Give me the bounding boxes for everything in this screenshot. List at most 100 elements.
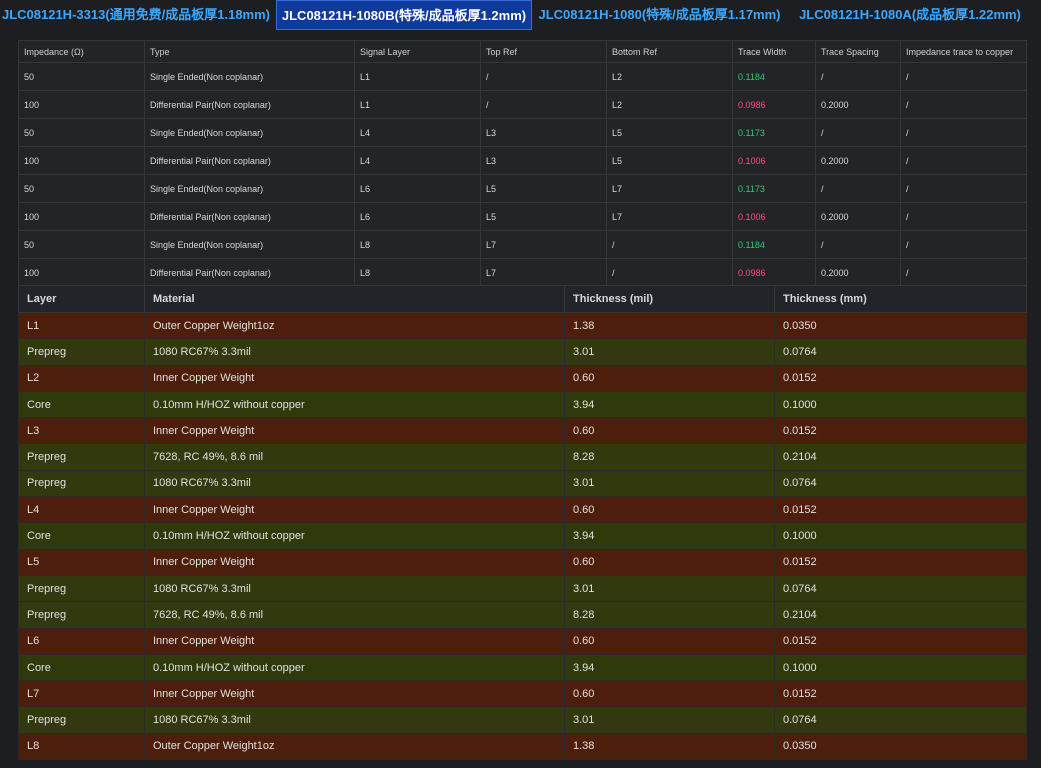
table-cell: L1 bbox=[354, 90, 481, 119]
table-cell: / bbox=[900, 258, 1027, 287]
table-row: L2 Inner Copper Weight 0.60 0.0152 bbox=[18, 364, 1027, 392]
table-cell: L3 bbox=[18, 417, 145, 445]
table-cell: / bbox=[815, 230, 901, 259]
table-cell: 0.0350 bbox=[774, 732, 1027, 761]
table-cell: L7 bbox=[480, 230, 607, 259]
table-cell: 100 bbox=[18, 146, 145, 175]
table-cell: / bbox=[900, 118, 1027, 147]
table-cell: 7628, RC 49%, 8.6 mil bbox=[144, 443, 565, 471]
tab[interactable]: JLC08121H-1080(特殊/成品板厚1.17mm) bbox=[538, 7, 781, 22]
table-row: L4 Inner Copper Weight 0.60 0.0152 bbox=[18, 496, 1027, 524]
column-header: Thickness (mm) bbox=[774, 285, 1027, 313]
table-cell: Single Ended(Non coplanar) bbox=[144, 62, 355, 91]
table-cell: L3 bbox=[480, 146, 607, 175]
table-cell: 0.0152 bbox=[774, 496, 1027, 524]
tab[interactable]: JLC08121H-3313(通用免费/成品板厚1.18mm) bbox=[1, 7, 271, 22]
column-header: Thickness (mil) bbox=[564, 285, 775, 313]
table-cell: 0.60 bbox=[564, 548, 775, 576]
table-cell: Inner Copper Weight bbox=[144, 417, 565, 445]
table-cell: Inner Copper Weight bbox=[144, 364, 565, 392]
tab[interactable]: JLC08121H-1080A(成品板厚1.22mm) bbox=[799, 7, 1021, 22]
table-cell: 0.0350 bbox=[774, 311, 1027, 340]
table-row: 100 Differential Pair(Non coplanar) L8 L7/0… bbox=[18, 258, 1027, 287]
table-cell: L5 bbox=[480, 174, 607, 203]
table-row: Core 0.10mm H/HOZ without copper 3.94 0.100… bbox=[18, 522, 1027, 550]
table-cell: Prepreg bbox=[18, 706, 145, 734]
table-cell: 0.10mm H/HOZ without copper bbox=[144, 653, 565, 682]
table-cell: 100 bbox=[18, 258, 145, 287]
table-cell: Differential Pair(Non coplanar) bbox=[144, 146, 355, 175]
table-cell: 0.60 bbox=[564, 364, 775, 392]
table-cell: 0.10mm H/HOZ without copper bbox=[144, 522, 565, 550]
table-row: 100 Differential Pair(Non coplanar) L6 L5 L7… bbox=[18, 202, 1027, 231]
table-cell: 3.01 bbox=[564, 706, 775, 734]
column-header: Signal Layer bbox=[354, 40, 481, 63]
table-cell: Prepreg bbox=[18, 443, 145, 471]
tab-bar: JLC08121H-3313(通用免费/成品板厚1.18mm) JLC08121H… bbox=[0, 0, 1041, 30]
column-header: Bottom Ref bbox=[606, 40, 733, 63]
table-cell: 3.01 bbox=[564, 338, 775, 366]
column-header: Layer bbox=[18, 285, 145, 313]
table-cell: 1.38 bbox=[564, 732, 775, 761]
table-cell: L7 bbox=[606, 202, 733, 231]
table-cell: Single Ended(Non coplanar) bbox=[144, 118, 355, 147]
table-cell: 0.10mm H/HOZ without copper bbox=[144, 390, 565, 419]
table-cell: / bbox=[815, 118, 901, 147]
table-row: Prepreg 1080 RC67% 3.3mil 3.01 0.0764 bbox=[18, 469, 1027, 498]
table-cell: 8.28 bbox=[564, 443, 775, 471]
table-cell: 1080 RC67% 3.3mil bbox=[144, 706, 565, 734]
table-cell: Outer Copper Weight1oz bbox=[144, 732, 565, 761]
table-cell: Prepreg bbox=[18, 469, 145, 498]
table-row: L5 Inner Copper Weight 0.60 0.0152 bbox=[18, 548, 1027, 576]
table-cell: L8 bbox=[354, 230, 481, 259]
table-row: 50 Single Ended(Non coplanar) L6 L5 L7 0.1173… bbox=[18, 174, 1027, 203]
table-cell: 8.28 bbox=[564, 601, 775, 629]
table-cell: / bbox=[606, 258, 733, 287]
table-cell: 3.01 bbox=[564, 574, 775, 603]
tab[interactable]: JLC08121H-1080B(特殊/成品板厚1.2mm) bbox=[276, 0, 532, 30]
table-row: Core 0.10mm H/HOZ without copper 3.94 0.100… bbox=[18, 390, 1027, 419]
table-cell: / bbox=[815, 174, 901, 203]
table-row: L8 Outer Copper Weight1oz 1.38 0.0350 bbox=[18, 732, 1027, 761]
table-row: L1 Outer Copper Weight1oz 1.38 0.0350 bbox=[18, 311, 1027, 340]
table-cell: L7 bbox=[18, 680, 145, 708]
header-row: Impedance (Ω) Type Signal Layer Top Ref Bott… bbox=[18, 40, 1027, 63]
table-cell: 50 bbox=[18, 230, 145, 259]
table-row: Core 0.10mm H/HOZ without copper 3.94 0.100… bbox=[18, 653, 1027, 682]
table-row: 50 Single Ended(Non coplanar) L1/L2 0.1184/… bbox=[18, 62, 1027, 91]
table-cell: 1.38 bbox=[564, 311, 775, 340]
table-cell: 0.1000 bbox=[774, 653, 1027, 682]
table-cell: L8 bbox=[354, 258, 481, 287]
table-row: 50 Single Ended(Non coplanar) L8 L7/0.1184/… bbox=[18, 230, 1027, 259]
table-cell: 0.60 bbox=[564, 496, 775, 524]
table-cell: 0.0764 bbox=[774, 469, 1027, 498]
table-cell: L3 bbox=[480, 118, 607, 147]
table-cell: Prepreg bbox=[18, 338, 145, 366]
table-cell: 0.0152 bbox=[774, 627, 1027, 655]
table-cell: 0.0152 bbox=[774, 364, 1027, 392]
impedance-table: Impedance (Ω) Type Signal Layer Top Ref Bott… bbox=[18, 40, 1027, 287]
table-cell: L5 bbox=[606, 146, 733, 175]
table-cell: L5 bbox=[480, 202, 607, 231]
table-cell: L6 bbox=[354, 202, 481, 231]
table-cell: L2 bbox=[18, 364, 145, 392]
table-cell: L5 bbox=[606, 118, 733, 147]
header-row: Layer Material Thickness (mil) Thickness (m… bbox=[18, 285, 1027, 313]
table-row: 50 Single Ended(Non coplanar) L4 L3 L5 0.1173… bbox=[18, 118, 1027, 147]
table-cell: 100 bbox=[18, 202, 145, 231]
table-cell: 3.01 bbox=[564, 469, 775, 498]
table-cell: Prepreg bbox=[18, 601, 145, 629]
table-cell: 0.2104 bbox=[774, 443, 1027, 471]
table-cell: 3.94 bbox=[564, 522, 775, 550]
table-cell: / bbox=[480, 90, 607, 119]
table-cell: 0.60 bbox=[564, 680, 775, 708]
table-cell: 1080 RC67% 3.3mil bbox=[144, 469, 565, 498]
table-row: Prepreg 7628, RC 49%, 8.6 mil 8.28 0.2104 bbox=[18, 443, 1027, 471]
table-cell: 0.0152 bbox=[774, 417, 1027, 445]
table-cell: 0.2000 bbox=[815, 146, 901, 175]
table-cell: L6 bbox=[18, 627, 145, 655]
table-cell: 0.0152 bbox=[774, 680, 1027, 708]
table-row: 100 Differential Pair(Non coplanar) L4 L3 L5… bbox=[18, 146, 1027, 175]
table-cell: 0.1006 bbox=[732, 146, 816, 175]
table-cell: Core bbox=[18, 522, 145, 550]
